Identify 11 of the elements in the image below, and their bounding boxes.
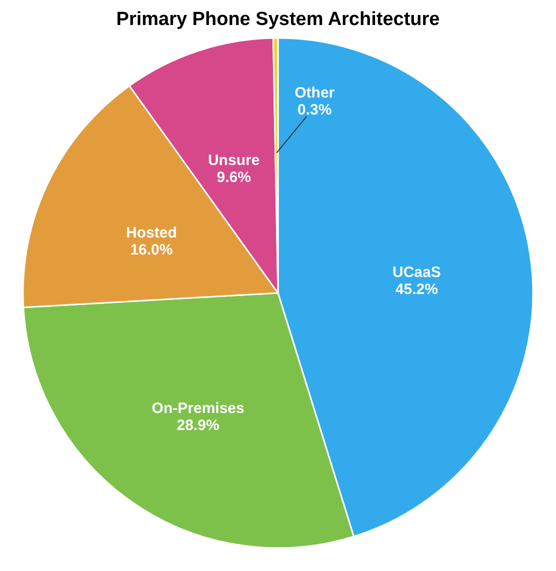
data-label: 16.0% (130, 241, 173, 258)
data-label: 28.9% (176, 417, 220, 434)
data-label: 9.6% (216, 168, 251, 186)
data-label: 0.3% (298, 101, 332, 118)
slice-label: Other (294, 84, 335, 102)
chart-title: Primary Phone System Architecture (116, 9, 440, 30)
data-label: 45.2% (395, 280, 438, 298)
slice-label: Hosted (126, 224, 177, 242)
slice-label: On-Premises (152, 400, 244, 418)
slice-label: UCaaS (392, 264, 441, 281)
slice-label: Unsure (208, 152, 260, 169)
